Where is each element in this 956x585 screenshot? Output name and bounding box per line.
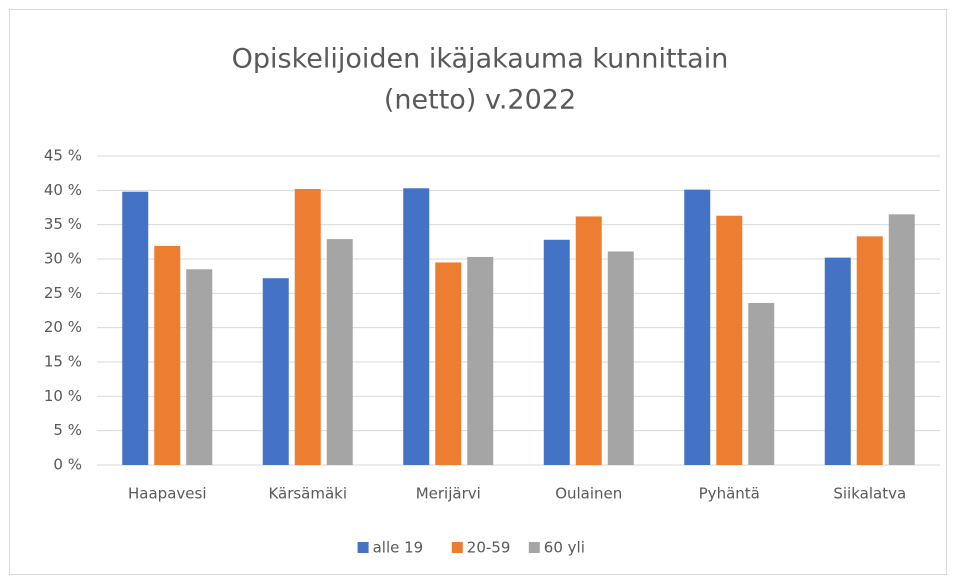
y-tick-label: 30 % [44,250,82,268]
bar [575,216,602,465]
chart-title: (netto) v.2022 [384,85,576,116]
y-tick-label: 35 % [44,215,82,233]
legend-label: 60 yli [544,539,585,557]
legend-swatch [451,542,463,553]
x-tick-label: Merijärvi [416,485,481,503]
chart-title: Opiskelijoiden ikäjakauma kunnittain [232,44,729,75]
y-tick-label: 20 % [44,318,82,336]
bar [684,189,711,465]
bar [607,251,634,465]
x-tick-label: Kärsämäki [268,485,347,503]
bar [262,278,289,465]
bar [888,214,915,465]
bar [122,191,149,465]
x-tick-label: Haapavesi [128,485,206,503]
bar [856,236,883,465]
legend-label: 20-59 [467,539,511,557]
y-tick-label: 15 % [44,353,82,371]
x-tick-label: Oulainen [555,485,622,503]
legend-swatch [528,542,540,553]
bar [154,245,181,465]
bar [543,239,570,465]
bar [467,256,494,465]
bar [403,188,430,466]
bar [748,302,775,465]
bar [294,188,321,465]
x-tick-label: Siikalatva [833,485,906,503]
bar [186,269,213,465]
bar [824,257,851,465]
y-tick-label: 10 % [44,387,82,405]
y-tick-label: 5 % [53,421,82,439]
y-tick-label: 25 % [44,284,82,302]
legend-swatch [357,542,369,553]
legend-label: alle 19 [373,539,424,557]
y-tick-label: 45 % [44,147,82,165]
bar [716,215,743,465]
x-tick-label: Pyhäntä [699,485,760,503]
y-tick-label: 0 % [53,456,82,474]
bar [435,262,462,465]
bar [326,239,353,465]
y-tick-label: 40 % [44,181,82,199]
